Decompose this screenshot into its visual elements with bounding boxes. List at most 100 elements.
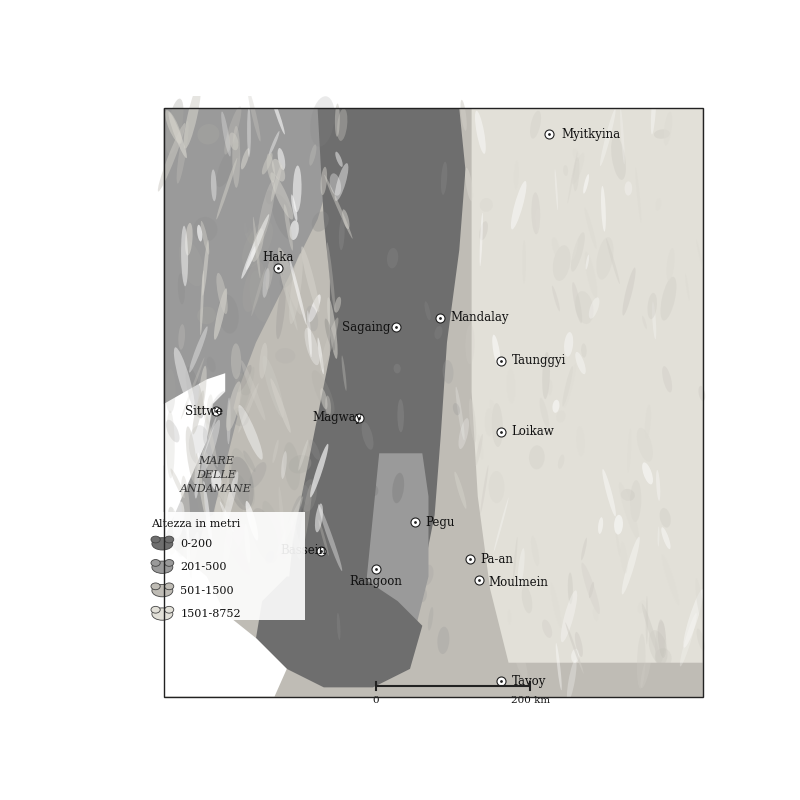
Ellipse shape (198, 416, 217, 470)
Ellipse shape (173, 502, 185, 538)
Ellipse shape (246, 246, 257, 270)
Text: 501-1500: 501-1500 (180, 586, 234, 596)
Ellipse shape (558, 454, 565, 469)
Ellipse shape (652, 394, 662, 419)
Text: 0: 0 (373, 696, 379, 705)
Ellipse shape (568, 307, 579, 350)
Ellipse shape (656, 470, 660, 501)
Ellipse shape (622, 267, 636, 315)
Text: MARE
DELLE
ANDAMANE: MARE DELLE ANDAMANE (180, 456, 252, 494)
Text: Pegu: Pegu (426, 516, 454, 529)
Ellipse shape (392, 473, 404, 503)
Ellipse shape (492, 334, 501, 367)
Ellipse shape (550, 582, 562, 628)
Ellipse shape (422, 565, 434, 586)
Ellipse shape (514, 161, 519, 190)
Ellipse shape (630, 362, 638, 381)
Ellipse shape (630, 480, 642, 522)
Polygon shape (163, 108, 702, 697)
Ellipse shape (647, 293, 657, 319)
Ellipse shape (321, 166, 327, 195)
Ellipse shape (589, 298, 599, 318)
Ellipse shape (641, 654, 651, 688)
Ellipse shape (598, 517, 603, 534)
Ellipse shape (242, 214, 270, 278)
Ellipse shape (564, 332, 574, 357)
Ellipse shape (197, 225, 202, 242)
Ellipse shape (552, 237, 560, 257)
Ellipse shape (417, 198, 430, 233)
Ellipse shape (206, 357, 216, 372)
Ellipse shape (552, 286, 560, 311)
Ellipse shape (494, 498, 509, 553)
Ellipse shape (655, 648, 672, 668)
Text: Pa-an: Pa-an (481, 553, 514, 566)
Ellipse shape (165, 606, 174, 613)
Ellipse shape (331, 486, 338, 506)
Ellipse shape (666, 248, 674, 281)
Ellipse shape (190, 532, 198, 570)
Ellipse shape (475, 434, 483, 466)
Ellipse shape (507, 610, 511, 625)
Ellipse shape (220, 462, 232, 534)
Ellipse shape (556, 410, 566, 422)
Ellipse shape (620, 542, 628, 574)
Text: Magway: Magway (313, 411, 363, 424)
Ellipse shape (251, 228, 264, 262)
Ellipse shape (663, 639, 681, 650)
Ellipse shape (223, 177, 251, 234)
Ellipse shape (151, 536, 160, 543)
Ellipse shape (563, 165, 568, 176)
Ellipse shape (511, 181, 526, 230)
Ellipse shape (175, 206, 200, 247)
Ellipse shape (222, 471, 238, 530)
Ellipse shape (168, 506, 184, 557)
Ellipse shape (325, 395, 331, 417)
Ellipse shape (695, 578, 703, 621)
Ellipse shape (342, 210, 350, 229)
Ellipse shape (434, 326, 442, 339)
Ellipse shape (571, 649, 579, 662)
Ellipse shape (658, 526, 659, 546)
Ellipse shape (246, 198, 272, 256)
Ellipse shape (342, 355, 346, 391)
Ellipse shape (646, 596, 648, 644)
Ellipse shape (253, 217, 260, 278)
Ellipse shape (293, 166, 302, 212)
Ellipse shape (238, 383, 258, 433)
Ellipse shape (309, 439, 320, 460)
Ellipse shape (575, 632, 583, 657)
Ellipse shape (564, 364, 576, 408)
Text: Moulmein: Moulmein (489, 576, 549, 589)
Ellipse shape (596, 237, 614, 280)
Ellipse shape (282, 142, 307, 198)
Ellipse shape (277, 496, 303, 556)
Ellipse shape (425, 302, 430, 320)
Ellipse shape (635, 168, 642, 223)
Ellipse shape (327, 298, 338, 359)
Ellipse shape (569, 632, 574, 644)
Ellipse shape (242, 221, 273, 268)
Ellipse shape (186, 524, 190, 580)
Ellipse shape (576, 426, 585, 456)
Ellipse shape (573, 148, 580, 162)
Ellipse shape (305, 328, 319, 366)
Ellipse shape (572, 322, 590, 363)
Ellipse shape (566, 212, 582, 247)
Ellipse shape (442, 360, 454, 384)
Text: Taunggyi: Taunggyi (512, 354, 566, 367)
Ellipse shape (152, 608, 173, 620)
Ellipse shape (299, 154, 308, 206)
Ellipse shape (243, 450, 255, 472)
Ellipse shape (654, 168, 667, 186)
Ellipse shape (583, 174, 589, 194)
Ellipse shape (216, 142, 240, 187)
Ellipse shape (170, 469, 185, 498)
Ellipse shape (239, 366, 254, 414)
Ellipse shape (310, 444, 329, 498)
Ellipse shape (320, 318, 338, 371)
Ellipse shape (291, 194, 298, 222)
Ellipse shape (458, 418, 469, 449)
Bar (163, 108, 702, 697)
Ellipse shape (270, 378, 290, 433)
